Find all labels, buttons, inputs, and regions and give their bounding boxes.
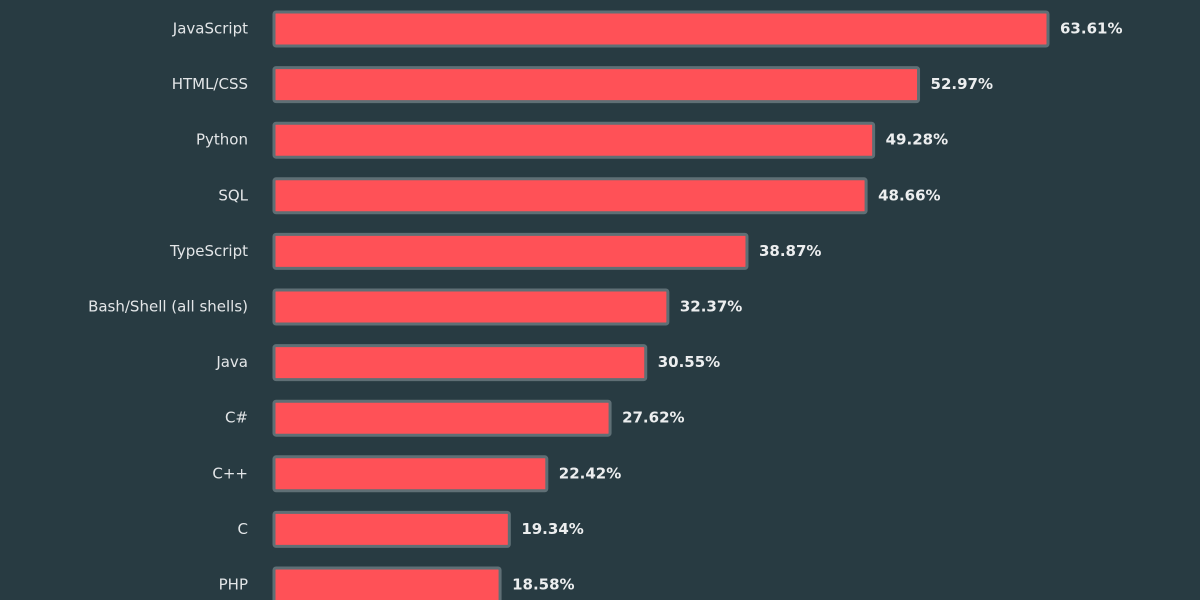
bar: [272, 66, 921, 104]
bar: [272, 232, 749, 270]
bar: [272, 177, 868, 215]
category-label: C: [238, 520, 248, 538]
value-label: 18.58%: [512, 576, 574, 594]
category-label: Bash/Shell (all shells): [88, 298, 248, 316]
value-label: 48.66%: [878, 186, 940, 204]
category-label: Java: [215, 353, 248, 371]
bar: [272, 566, 502, 600]
value-label: 19.34%: [521, 520, 583, 538]
category-label: Python: [196, 131, 248, 149]
value-label: 22.42%: [559, 464, 621, 482]
bar: [272, 510, 511, 548]
value-label: 32.37%: [680, 298, 742, 316]
category-label: HTML/CSS: [172, 75, 248, 93]
value-label: 49.28%: [886, 131, 948, 149]
bar: [272, 10, 1050, 48]
value-label: 30.55%: [658, 353, 720, 371]
category-label: C++: [212, 464, 248, 482]
bar: [272, 455, 549, 493]
bar: [272, 344, 648, 382]
category-label: SQL: [218, 186, 248, 204]
value-label: 38.87%: [759, 242, 821, 260]
category-label: C#: [225, 409, 248, 427]
category-label: TypeScript: [169, 242, 248, 260]
bar: [272, 121, 876, 159]
bar: [272, 399, 612, 437]
bar: [272, 288, 670, 326]
category-label: JavaScript: [172, 20, 248, 38]
value-label: 52.97%: [931, 75, 993, 93]
category-label: PHP: [219, 576, 248, 594]
value-label: 63.61%: [1060, 20, 1122, 38]
value-label: 27.62%: [622, 409, 684, 427]
